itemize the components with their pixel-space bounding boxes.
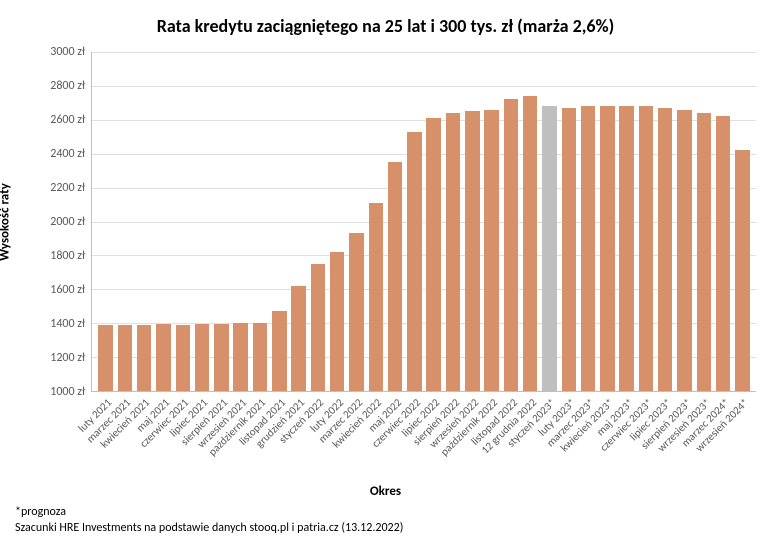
- bar-slot: [540, 52, 559, 391]
- bar-slot: [385, 52, 404, 391]
- bar-slot: [192, 52, 211, 391]
- chart-title: Rata kredytu zaciągniętego na 25 lat i 3…: [15, 15, 756, 37]
- bar: [677, 110, 691, 391]
- y-tick: 1400 zł: [50, 317, 85, 331]
- bar-slot: [559, 52, 578, 391]
- bar-slot: [675, 52, 694, 391]
- bar: [233, 323, 247, 391]
- bar: [214, 324, 228, 391]
- y-axis-label: Wysokość raty: [0, 183, 13, 261]
- y-axis: 1000 zł1200 zł1400 zł1600 zł1800 zł2000 …: [33, 52, 91, 392]
- bar: [388, 162, 402, 391]
- bar: [98, 325, 112, 391]
- bar-slot: [173, 52, 192, 391]
- bar-slot: [405, 52, 424, 391]
- bar-slot: [598, 52, 617, 391]
- x-tick-slot: wrzesień 2024*: [733, 392, 752, 492]
- y-tick: 1800 zł: [50, 249, 85, 263]
- plot: [91, 52, 756, 392]
- bar-slot: [231, 52, 250, 391]
- bar: [330, 252, 344, 391]
- bar-slot: [617, 52, 636, 391]
- bar: [639, 106, 653, 391]
- bar: [369, 203, 383, 391]
- y-tick: 2400 zł: [50, 147, 85, 161]
- bar-slot: [482, 52, 501, 391]
- y-tick: 3000 zł: [50, 45, 85, 59]
- bar-slot: [714, 52, 733, 391]
- y-tick: 2000 zł: [50, 215, 85, 229]
- bar-slot: [347, 52, 366, 391]
- x-axis: luty 2021marzec 2021kwiecień 2021maj 202…: [91, 392, 756, 492]
- bar: [542, 106, 556, 391]
- bar: [465, 111, 479, 391]
- bar-slot: [733, 52, 752, 391]
- bar: [504, 99, 518, 391]
- bar-slot: [135, 52, 154, 391]
- y-tick: 1000 zł: [50, 385, 85, 399]
- bar: [118, 325, 132, 391]
- bar-slot: [154, 52, 173, 391]
- bar: [291, 286, 305, 391]
- plot-area: Wysokość raty 1000 zł1200 zł1400 zł1600 …: [15, 52, 756, 392]
- bar-slot: [424, 52, 443, 391]
- footnote-line-2: Szacunki HRE Investments na podstawie da…: [15, 521, 756, 537]
- bar-slot: [521, 52, 540, 391]
- bar-slot: [366, 52, 385, 391]
- bar-slot: [270, 52, 289, 391]
- bar: [484, 110, 498, 391]
- bar: [137, 325, 151, 391]
- bar-slot: [96, 52, 115, 391]
- bar: [156, 324, 170, 391]
- bar: [658, 108, 672, 391]
- bar: [600, 106, 614, 391]
- bar: [407, 132, 421, 391]
- bar-slot: [501, 52, 520, 391]
- bar: [426, 118, 440, 391]
- bar: [581, 106, 595, 391]
- bar-slot: [443, 52, 462, 391]
- bar: [349, 233, 363, 391]
- bar: [523, 96, 537, 391]
- bar-slot: [289, 52, 308, 391]
- bar: [446, 113, 460, 391]
- bar-slot: [250, 52, 269, 391]
- bar-slot: [212, 52, 231, 391]
- footnotes: *prognoza Szacunki HRE Investments na po…: [15, 505, 756, 536]
- bar: [311, 264, 325, 391]
- y-tick: 2600 zł: [50, 113, 85, 127]
- bar: [176, 325, 190, 391]
- bar-slot: [694, 52, 713, 391]
- bar: [253, 323, 267, 391]
- y-tick: 1600 zł: [50, 283, 85, 297]
- bar-slot: [636, 52, 655, 391]
- y-tick: 2800 zł: [50, 79, 85, 93]
- bar: [195, 324, 209, 391]
- chart-container: Rata kredytu zaciągniętego na 25 lat i 3…: [0, 0, 771, 547]
- bar: [716, 116, 730, 391]
- bar-slot: [308, 52, 327, 391]
- bar-slot: [115, 52, 134, 391]
- bar-slot: [578, 52, 597, 391]
- bar-slot: [328, 52, 347, 391]
- bar: [619, 106, 633, 391]
- bar: [272, 311, 286, 391]
- y-tick: 1200 zł: [50, 351, 85, 365]
- bar: [735, 150, 749, 391]
- footnote-line-1: *prognoza: [15, 505, 756, 521]
- bar-slot: [656, 52, 675, 391]
- bar: [697, 113, 711, 391]
- bar-slot: [463, 52, 482, 391]
- bar: [562, 108, 576, 391]
- y-tick: 2200 zł: [50, 181, 85, 195]
- bars-group: [92, 52, 756, 391]
